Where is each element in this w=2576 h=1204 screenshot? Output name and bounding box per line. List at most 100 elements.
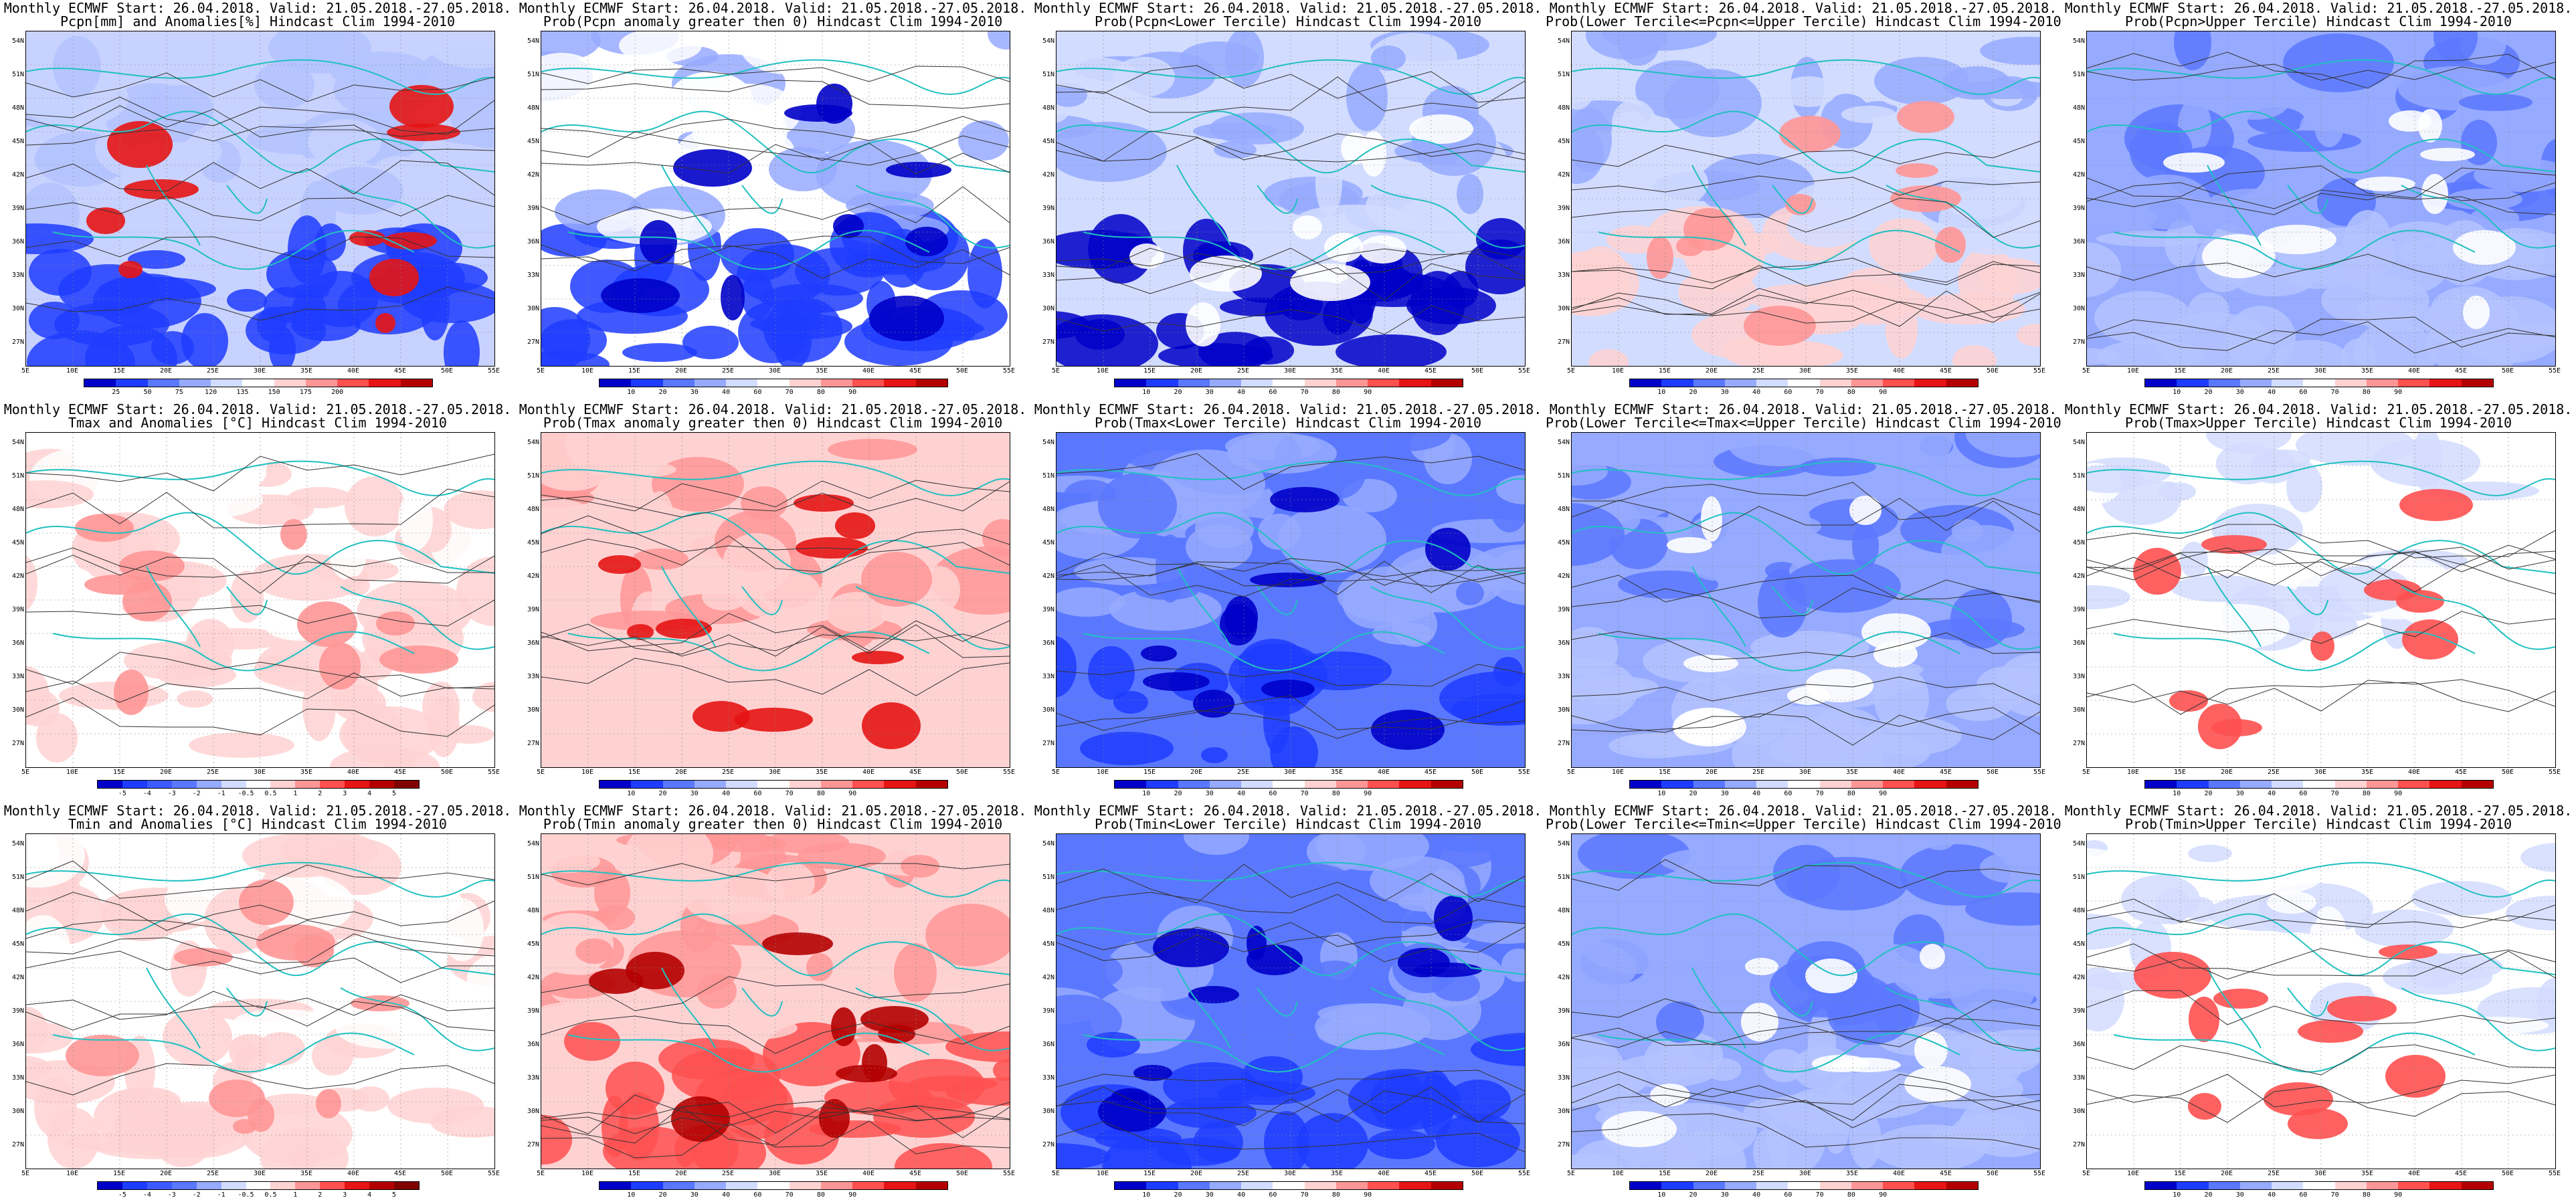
colorbar-swatch [1724, 781, 1757, 788]
lon-tick-label: 5E [1566, 769, 1576, 776]
lon-tick-label: 30E [768, 367, 781, 375]
lat-tick-label: 54N [1042, 840, 1054, 847]
colorbar [97, 1181, 420, 1190]
panel-title-line1: Monthly ECMWF Start: 26.04.2018. Valid: … [2064, 401, 2573, 417]
colorbar-tick-label: 60 [2299, 790, 2308, 797]
colorbar-tick-label: 150 [268, 389, 280, 396]
lat-tick-label: 36N [1557, 639, 1570, 647]
colorbar-tick-label: 3 [343, 1191, 347, 1199]
colorbar-swatch [1788, 1182, 1820, 1189]
lat-tick-label: 30N [11, 305, 24, 312]
lat-tick-label: 42N [527, 974, 539, 981]
lon-tick-label: 10E [1611, 1170, 1625, 1177]
forecast-field-svg [2087, 433, 2555, 767]
colorbar-tick-label: 1 [293, 1191, 298, 1199]
colorbar-swatch [631, 1182, 663, 1189]
colorbar-swatch [1693, 379, 1725, 387]
colorbar-swatch [884, 781, 916, 788]
lon-tick-label: 35E [2361, 1170, 2374, 1177]
colorbar-swatch [1819, 781, 1851, 788]
lat-tick-label: 51N [1042, 71, 1054, 78]
colorbar-tick-label: 80 [1331, 1191, 1340, 1199]
lon-tick-label: 55E [2033, 367, 2046, 375]
colorbar-swatch [1399, 379, 1431, 387]
lat-tick-label: 30N [2072, 706, 2085, 714]
colorbar-tick-label: 40 [722, 1191, 731, 1199]
lon-tick-label: 45E [393, 367, 407, 375]
map-plot-area [1056, 833, 1526, 1169]
lon-tick-label: 20E [159, 769, 173, 776]
lon-tick-label: 5E [536, 1170, 545, 1177]
lat-tick-label: 33N [527, 673, 539, 680]
lat-tick-label: 27N [1557, 1141, 1570, 1148]
lat-tick-label: 33N [1042, 272, 1054, 279]
colorbar-swatch [2208, 781, 2240, 788]
lat-tick-label: 51N [1557, 874, 1570, 881]
lon-tick-label: 45E [1424, 367, 1437, 375]
colorbar-swatch [320, 781, 345, 788]
colorbar-swatch [662, 1182, 695, 1189]
colorbar-tick-label: 70 [1815, 790, 1824, 797]
colorbar-swatch [1304, 1182, 1336, 1189]
lon-tick-label: 55E [1002, 1170, 1016, 1177]
lon-tick-label: 45E [1424, 1170, 1437, 1177]
map-plot-area [1571, 432, 2041, 768]
colorbar-swatch [147, 379, 179, 387]
colorbar-tick-label: 20 [2204, 389, 2213, 396]
lat-tick-label: 51N [2072, 472, 2085, 480]
lat-tick-label: 48N [2072, 506, 2085, 513]
lat-tick-label: 39N [2072, 1007, 2085, 1015]
colorbar-tick-label: 90 [1364, 389, 1372, 396]
colorbar-swatch [789, 781, 821, 788]
lon-tick-label: 20E [674, 769, 688, 776]
lon-tick-label: 10E [1096, 769, 1109, 776]
lon-tick-label: 15E [1658, 1170, 1671, 1177]
colorbar-tick-label: 10 [1657, 790, 1666, 797]
colorbar-swatch [915, 379, 947, 387]
colorbar-swatch [1630, 781, 1662, 788]
lon-tick-label: 25E [1236, 1170, 1250, 1177]
colorbar-tick-label: 1 [293, 790, 298, 797]
lat-tick-label: 54N [527, 37, 539, 45]
lon-tick-label: 20E [159, 1170, 173, 1177]
lon-tick-label: 45E [1939, 769, 1952, 776]
lat-tick-label: 27N [1042, 1141, 1054, 1148]
colorbar-tick-label: 10 [1657, 1191, 1666, 1199]
colorbar-swatch [122, 781, 147, 788]
colorbar-swatch [2398, 781, 2430, 788]
colorbar-tick-label: 0.5 [264, 790, 277, 797]
colorbar-swatch [1819, 1182, 1851, 1189]
colorbar-swatch [369, 1182, 395, 1189]
panel-title-line1: Monthly ECMWF Start: 26.04.2018. Valid: … [3, 401, 512, 417]
lat-tick-label: 30N [1042, 305, 1054, 312]
lat-tick-label: 39N [2072, 606, 2085, 613]
colorbar-swatch [631, 781, 663, 788]
colorbar-tick-label: 30 [1205, 1191, 1214, 1199]
colorbar-swatch [1819, 379, 1851, 387]
colorbar-swatch [2145, 1182, 2177, 1189]
lat-tick-label: 45N [2072, 138, 2085, 145]
colorbar-swatch [1914, 379, 1946, 387]
colorbar-tick-label: 80 [1847, 1191, 1855, 1199]
forecast-field-svg [1056, 834, 1525, 1169]
lat-tick-label: 48N [11, 506, 24, 513]
panel-title-line2: Prob(Tmax>Upper Tercile) Hindcast Clim 1… [2125, 415, 2512, 431]
colorbar-swatch [1146, 1182, 1178, 1189]
colorbar-swatch [147, 1182, 172, 1189]
panel-title-line1: Monthly ECMWF Start: 26.04.2018. Valid: … [3, 803, 512, 819]
lon-tick-label: 40E [2407, 1170, 2421, 1177]
lon-tick-label: 25E [721, 1170, 735, 1177]
lon-tick-label: 25E [721, 367, 735, 375]
colorbar-swatch [394, 781, 419, 788]
colorbar-swatch [1946, 1182, 1978, 1189]
colorbar-swatch [2429, 781, 2462, 788]
lon-tick-label: 10E [1096, 1170, 1109, 1177]
colorbar-tick-label: 60 [1784, 389, 1792, 396]
colorbar-swatch [820, 1182, 853, 1189]
colorbar-swatch [221, 781, 246, 788]
panel-title-line2: Prob(Tmax<Lower Tercile) Hindcast Clim 1… [1095, 415, 1481, 431]
lon-tick-label: 45E [2454, 1170, 2468, 1177]
lat-tick-label: 36N [11, 1041, 24, 1048]
colorbar-swatch [662, 379, 695, 387]
lat-tick-label: 42N [527, 573, 539, 580]
